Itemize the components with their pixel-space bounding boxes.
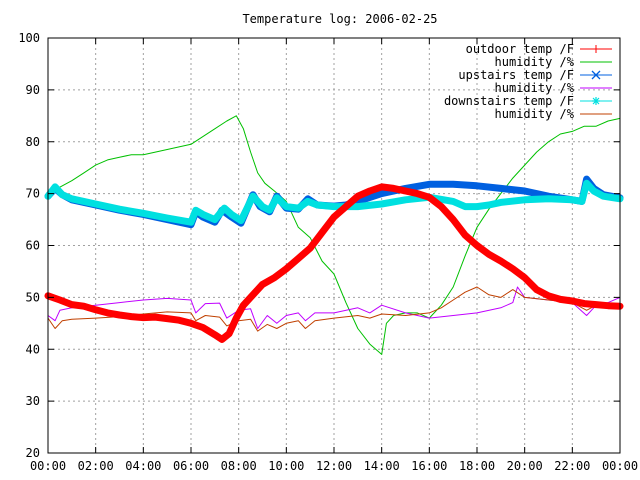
x-tick-label: 10:00 [268, 459, 304, 473]
x-tick-label: 12:00 [316, 459, 352, 473]
y-tick-label: 90 [26, 83, 40, 97]
y-tick-label: 40 [26, 342, 40, 356]
series-line [47, 286, 621, 332]
legend-label: upstairs temp /F [458, 68, 574, 82]
legend-marker [592, 97, 600, 105]
grid-lines [48, 38, 620, 453]
legend-label: humidity /% [495, 107, 575, 121]
chart-title: Temperature log: 2006-02-25 [242, 12, 437, 26]
x-tick-label: 00:00 [602, 459, 638, 473]
y-tick-label: 60 [26, 239, 40, 253]
x-tick-label: 14:00 [364, 459, 400, 473]
x-tick-label: 22:00 [554, 459, 590, 473]
axis-ticks: 00:00 02:00 04:00 06:00 08:00 10:00 12:00 14:00… [18, 31, 638, 473]
legend-label: outdoor temp /F [466, 42, 574, 56]
series-line [47, 286, 621, 329]
y-tick-label: 30 [26, 394, 40, 408]
y-tick-label: 70 [26, 187, 40, 201]
series-line [44, 179, 624, 226]
series-line [47, 115, 621, 355]
y-tick-label: 50 [26, 290, 40, 304]
series-line [44, 183, 624, 343]
x-tick-label: 08:00 [221, 459, 257, 473]
x-tick-label: 16:00 [411, 459, 447, 473]
y-tick-label: 100 [18, 31, 40, 45]
legend-label: humidity /% [495, 81, 575, 95]
x-tick-label: 20:00 [507, 459, 543, 473]
legend-marker [591, 70, 601, 80]
y-tick-label: 20 [26, 446, 40, 460]
data-series [44, 115, 624, 355]
x-tick-label: 04:00 [125, 459, 161, 473]
x-tick-label: 18:00 [459, 459, 495, 473]
x-tick-label: 02:00 [78, 459, 114, 473]
x-tick-label: 00:00 [30, 459, 66, 473]
x-tick-label: 06:00 [173, 459, 209, 473]
y-tick-label: 80 [26, 135, 40, 149]
legend-label: downstairs temp /F [444, 94, 574, 108]
legend-label: humidity /% [495, 55, 575, 69]
